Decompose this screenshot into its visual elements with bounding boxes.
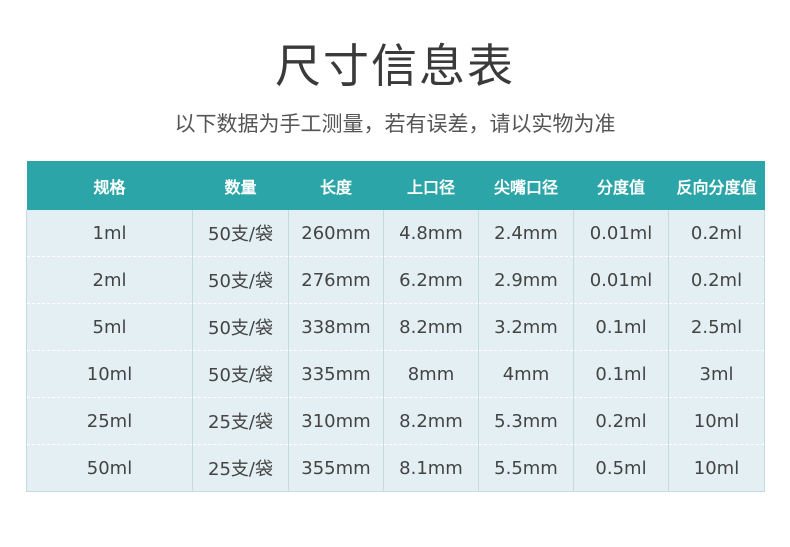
table-cell: 10ml [668, 397, 765, 445]
page-subtitle: 以下数据为手工测量，若有误差，请以实物为准 [174, 112, 616, 136]
table-cell: 0.01ml [573, 256, 669, 304]
column-header: 上口径 [383, 161, 479, 210]
table-cell: 276mm [288, 256, 384, 304]
table-cell: 310mm [288, 397, 384, 445]
table-cell: 50支/袋 [192, 210, 289, 257]
table-cell: 50支/袋 [192, 303, 289, 351]
table-cell: 0.1ml [573, 350, 669, 398]
table-cell: 50ml [26, 444, 193, 492]
table-row: 25ml 25支/袋 310mm 8.2mm 5.3mm 0.2ml 10ml [26, 397, 765, 445]
table-cell: 6.2mm [383, 256, 479, 304]
table-cell: 1ml [26, 210, 193, 257]
table-cell: 260mm [288, 210, 384, 257]
table-row: 2ml 50支/袋 276mm 6.2mm 2.9mm 0.01ml 0.2ml [26, 256, 765, 304]
table-cell: 3.2mm [478, 303, 574, 351]
size-table: 规格 数量 长度 上口径 尖嘴口径 分度值 反向分度值 1ml 50支/袋 260mm 4.8mm… [26, 161, 765, 492]
table-cell: 0.2ml [668, 210, 765, 257]
table-cell: 2.4mm [478, 210, 574, 257]
table-cell: 0.2ml [668, 256, 765, 304]
table-row: 1ml 50支/袋 260mm 4.8mm 2.4mm 0.01ml 0.2ml [26, 210, 765, 257]
table-row: 5ml 50支/袋 338mm 8.2mm 3.2mm 0.1ml 2.5ml [26, 303, 765, 351]
table-row: 10ml 50支/袋 335mm 8mm 4mm 0.1ml 3ml [26, 350, 765, 398]
table-cell: 3ml [668, 350, 765, 398]
table-cell: 5.5mm [478, 444, 574, 492]
table-cell: 4mm [478, 350, 574, 398]
column-header: 反向分度值 [668, 161, 765, 210]
table-cell: 4.8mm [383, 210, 479, 257]
table-cell: 8.2mm [383, 303, 479, 351]
table-cell: 25ml [26, 397, 193, 445]
table-cell: 355mm [288, 444, 384, 492]
table-cell: 0.5ml [573, 444, 669, 492]
table-cell: 2ml [26, 256, 193, 304]
table-row: 50ml 25支/袋 355mm 8.1mm 5.5mm 0.5ml 10ml [26, 444, 765, 492]
table-header-row: 规格 数量 长度 上口径 尖嘴口径 分度值 反向分度值 [26, 161, 765, 210]
column-header: 规格 [26, 161, 193, 210]
table-cell: 0.1ml [573, 303, 669, 351]
table-cell: 5.3mm [478, 397, 574, 445]
table-cell: 335mm [288, 350, 384, 398]
table-cell: 50支/袋 [192, 350, 289, 398]
table-cell: 10ml [26, 350, 193, 398]
table-cell: 2.5ml [668, 303, 765, 351]
table-cell: 338mm [288, 303, 384, 351]
column-header: 数量 [192, 161, 289, 210]
table-cell: 2.9mm [478, 256, 574, 304]
page-title: 尺寸信息表 [275, 39, 515, 93]
column-header: 长度 [288, 161, 384, 210]
table-cell: 0.2ml [573, 397, 669, 445]
table-cell: 5ml [26, 303, 193, 351]
table-cell: 25支/袋 [192, 444, 289, 492]
column-header: 尖嘴口径 [478, 161, 574, 210]
table-cell: 8.1mm [383, 444, 479, 492]
table-cell: 25支/袋 [192, 397, 289, 445]
table-cell: 10ml [668, 444, 765, 492]
table-cell: 50支/袋 [192, 256, 289, 304]
table-cell: 8mm [383, 350, 479, 398]
table-cell: 8.2mm [383, 397, 479, 445]
column-header: 分度值 [573, 161, 669, 210]
table-cell: 0.01ml [573, 210, 669, 257]
